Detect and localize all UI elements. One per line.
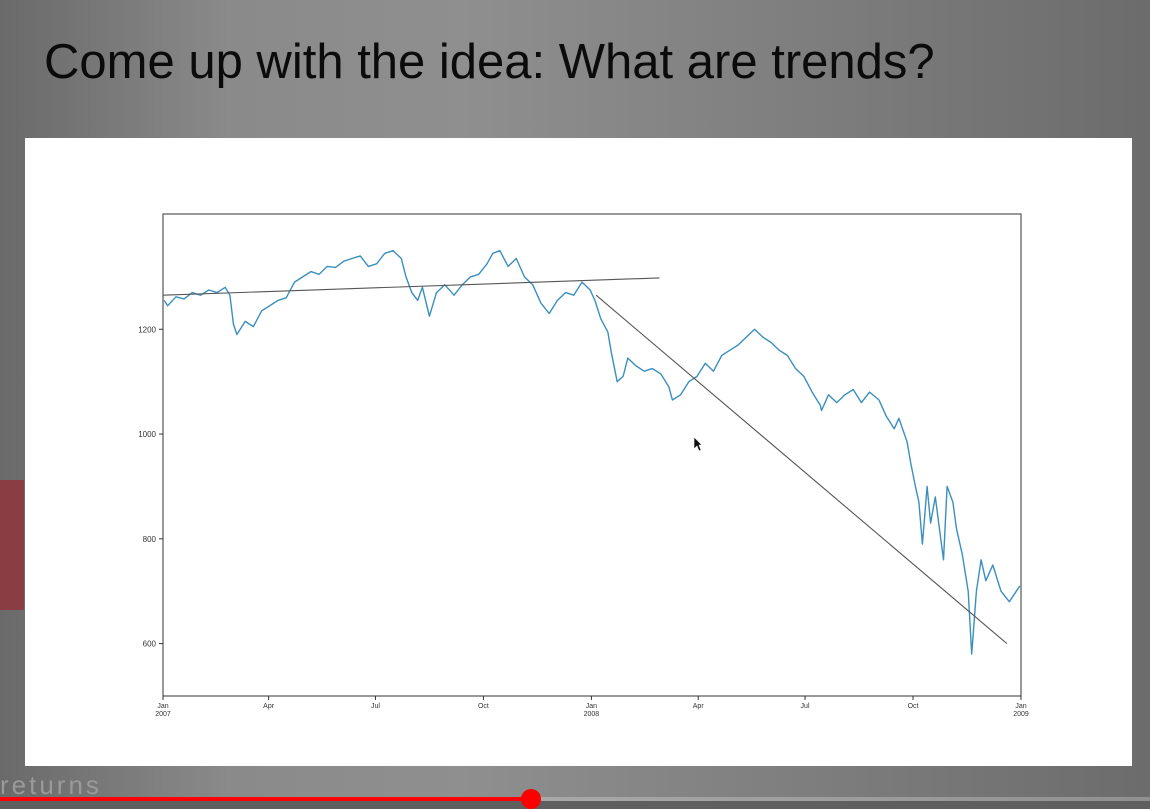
x-tick-year-label: 2009 <box>1013 711 1029 718</box>
x-tick-label: Oct <box>908 703 919 710</box>
x-tick-label: Oct <box>478 703 489 710</box>
x-tick-label: Jul <box>371 703 380 710</box>
x-tick-label: Jan <box>586 703 597 710</box>
background-partial-text: returns <box>0 770 102 800</box>
x-tick-label: Jan <box>1015 703 1026 710</box>
y-tick-label: 800 <box>143 535 157 544</box>
video-scrubber-handle[interactable] <box>521 789 542 809</box>
video-progress-bar[interactable] <box>0 789 1150 809</box>
background-red-banner <box>0 480 24 610</box>
plot-frame <box>162 213 1022 697</box>
x-tick-label: Apr <box>693 703 705 710</box>
down-trend-line <box>595 294 1008 645</box>
x-tick-year-label: 2007 <box>155 711 171 718</box>
slide-title: Come up with the idea: What are trends? <box>44 35 935 89</box>
price-series-line <box>163 250 1021 655</box>
slide-panel: 600 800 1000 1200 Jan 2007 Apr Jul Oct Jan 2008 Apr… <box>25 138 1132 766</box>
video-progress-fill <box>0 797 532 801</box>
x-tick-label: Jan <box>157 703 168 710</box>
mouse-cursor-icon <box>693 436 703 452</box>
y-tick-label: 600 <box>143 640 157 649</box>
x-tick-label: Apr <box>263 703 275 710</box>
x-tick-label: Jul <box>801 703 810 710</box>
flat-trend-line <box>162 277 660 296</box>
y-tick-label: 1000 <box>138 430 156 439</box>
x-tick-year-label: 2008 <box>584 711 600 718</box>
y-tick-label: 1200 <box>138 325 156 334</box>
